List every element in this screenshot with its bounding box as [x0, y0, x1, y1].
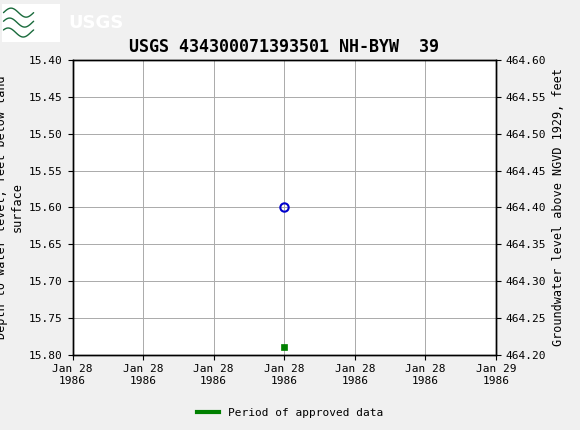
Title: USGS 434300071393501 NH-BYW  39: USGS 434300071393501 NH-BYW 39	[129, 38, 439, 56]
Y-axis label: Depth to water level, feet below land
surface: Depth to water level, feet below land su…	[0, 76, 23, 339]
Text: USGS: USGS	[68, 14, 124, 31]
Legend: Period of approved data: Period of approved data	[193, 403, 387, 422]
Y-axis label: Groundwater level above NGVD 1929, feet: Groundwater level above NGVD 1929, feet	[552, 68, 565, 347]
FancyBboxPatch shape	[2, 3, 60, 42]
